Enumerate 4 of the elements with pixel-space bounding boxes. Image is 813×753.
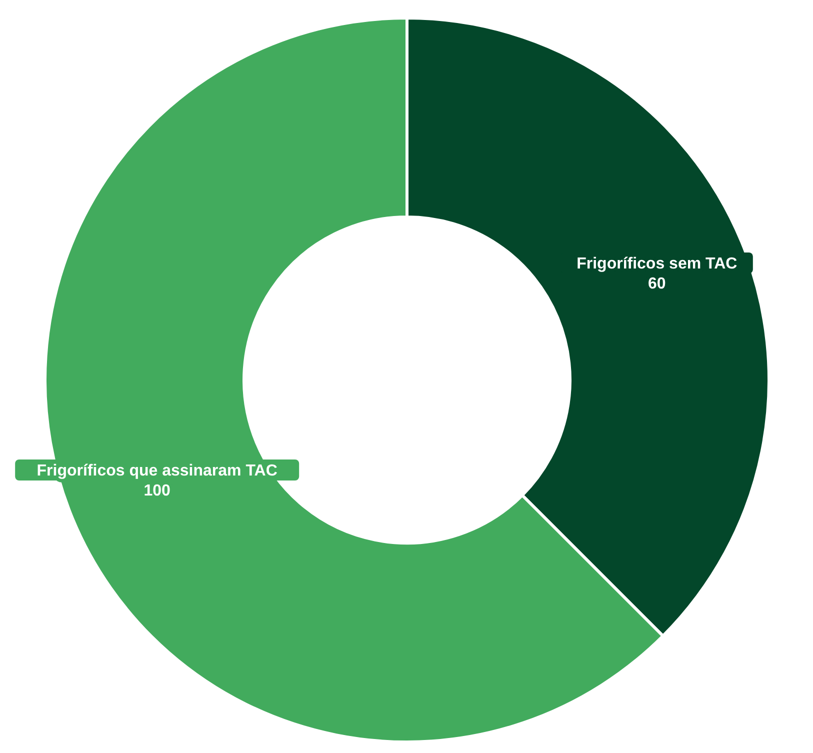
data-label: 100 <box>144 482 171 500</box>
slice-label: Frigoríficos que assinaram TAC <box>36 462 278 480</box>
data-label: 60 <box>648 275 666 292</box>
slice-label: Frigoríficos sem TAC <box>576 255 738 272</box>
